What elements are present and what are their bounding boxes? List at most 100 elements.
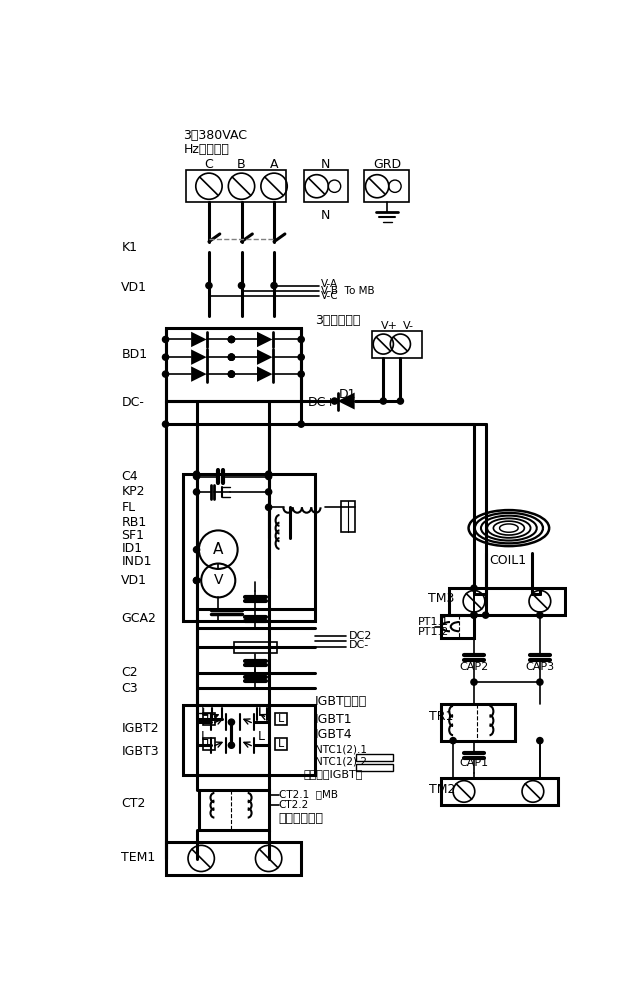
Text: GCA2: GCA2 (122, 612, 156, 625)
Polygon shape (191, 332, 207, 347)
Bar (442, 704, 515, 741)
Bar (275, 738, 287, 750)
Circle shape (228, 354, 234, 360)
Circle shape (228, 354, 234, 360)
Text: V-C: V-C (321, 291, 339, 301)
Polygon shape (257, 366, 273, 382)
Text: CAP1: CAP1 (459, 758, 488, 768)
Circle shape (265, 504, 272, 510)
Circle shape (471, 585, 477, 591)
Bar (234, 642, 277, 653)
Circle shape (471, 612, 477, 618)
Text: TM2: TM2 (429, 783, 455, 796)
Polygon shape (257, 332, 273, 347)
Circle shape (483, 612, 489, 618)
Text: NTC1(2).2: NTC1(2).2 (315, 756, 367, 766)
Text: A: A (213, 542, 224, 557)
Bar (442, 778, 558, 805)
Text: DC-: DC- (348, 640, 369, 650)
Text: IND1: IND1 (122, 555, 152, 568)
Bar (275, 713, 287, 725)
Circle shape (298, 336, 304, 343)
Polygon shape (338, 393, 355, 410)
Bar (186, 170, 287, 202)
Text: N: N (321, 209, 330, 222)
Bar (442, 615, 474, 638)
Text: C: C (205, 158, 214, 171)
Text: L: L (201, 705, 208, 718)
Text: IGBT1: IGBT1 (315, 713, 353, 726)
Polygon shape (191, 349, 207, 365)
Text: N: N (321, 158, 330, 171)
Text: DC-: DC- (122, 396, 144, 409)
Circle shape (265, 489, 272, 495)
Text: 3相桥式整流: 3相桥式整流 (315, 314, 360, 327)
Bar (304, 170, 348, 202)
Circle shape (193, 577, 200, 584)
Text: L: L (201, 730, 208, 742)
Text: TM3: TM3 (428, 592, 454, 605)
Circle shape (193, 547, 200, 553)
Text: L: L (258, 705, 265, 718)
Circle shape (398, 398, 403, 404)
Text: BD1: BD1 (122, 348, 147, 361)
Circle shape (228, 371, 234, 377)
Circle shape (193, 577, 200, 584)
Text: V: V (214, 573, 223, 587)
Text: FL: FL (122, 501, 135, 514)
Text: C3: C3 (122, 682, 138, 695)
Text: TR1: TR1 (429, 710, 454, 723)
Text: L: L (278, 714, 284, 724)
Circle shape (298, 421, 304, 427)
Bar (364, 170, 409, 202)
Text: L: L (202, 708, 208, 718)
Polygon shape (191, 366, 207, 382)
Text: PT1.2: PT1.2 (418, 627, 449, 637)
Text: L: L (258, 708, 264, 718)
Text: L: L (278, 739, 284, 749)
Text: SF1: SF1 (122, 529, 144, 542)
Circle shape (331, 398, 338, 404)
Text: IGBT4: IGBT4 (315, 728, 353, 741)
Circle shape (228, 371, 234, 377)
Circle shape (163, 421, 169, 427)
Text: PT1.1: PT1.1 (418, 617, 449, 627)
Text: COIL1: COIL1 (490, 554, 527, 567)
Polygon shape (257, 349, 273, 365)
Text: VD1: VD1 (122, 574, 147, 587)
Text: NTC1(2).1: NTC1(2).1 (315, 745, 367, 755)
Circle shape (206, 282, 212, 289)
Circle shape (537, 679, 543, 685)
Text: CT2.1  至MB: CT2.1 至MB (278, 790, 338, 800)
Circle shape (298, 354, 304, 360)
Circle shape (298, 371, 304, 377)
Bar (166, 328, 301, 401)
Circle shape (163, 354, 169, 360)
Bar (183, 474, 315, 620)
Text: CT2: CT2 (122, 797, 146, 810)
Circle shape (537, 612, 543, 618)
Circle shape (228, 371, 234, 377)
Circle shape (228, 354, 234, 360)
Text: 输出电流检测: 输出电流检测 (278, 812, 324, 825)
Text: A: A (270, 158, 278, 171)
Text: V-A: V-A (321, 279, 338, 289)
Circle shape (471, 612, 477, 618)
Circle shape (265, 473, 272, 480)
Circle shape (471, 679, 477, 685)
Bar (372, 331, 422, 358)
Text: TEM1: TEM1 (122, 851, 156, 864)
Text: L: L (206, 739, 212, 749)
Text: V-B  To MB: V-B To MB (321, 286, 375, 296)
Text: KP2: KP2 (122, 485, 145, 498)
Circle shape (228, 742, 234, 748)
Circle shape (228, 336, 234, 343)
Text: ID1: ID1 (122, 542, 142, 555)
Text: DC2: DC2 (348, 631, 372, 641)
Circle shape (381, 398, 386, 404)
Bar (183, 705, 315, 775)
Text: V-: V- (403, 321, 414, 331)
Circle shape (228, 336, 234, 343)
Bar (356, 754, 393, 761)
Circle shape (450, 738, 456, 744)
